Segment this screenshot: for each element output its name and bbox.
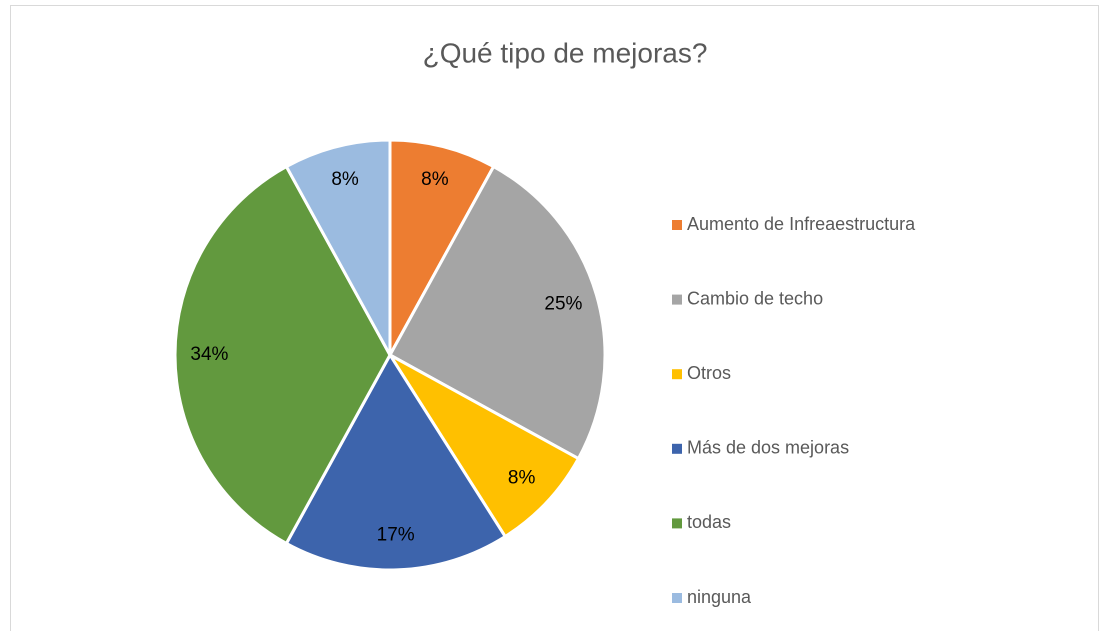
chart-title: ¿Qué tipo de mejoras? <box>423 37 708 68</box>
legend-swatch <box>672 369 682 380</box>
pie-slice <box>284 352 508 572</box>
data-label: 8% <box>421 169 449 190</box>
legend-swatch <box>672 294 682 305</box>
legend-label: ninguna <box>687 587 752 607</box>
legend-swatch <box>672 593 682 603</box>
pie-slice <box>388 353 581 539</box>
data-label: 17% <box>377 525 415 546</box>
legend-label: todas <box>687 512 731 532</box>
legend-swatch <box>672 443 682 454</box>
legend-label: Aumento de Infreaestructura <box>687 214 916 234</box>
legend-swatch <box>672 518 682 529</box>
pie-slice <box>387 164 607 461</box>
pie-slice <box>284 138 392 356</box>
legend-label: Otros <box>687 363 731 383</box>
legend-swatch <box>672 220 682 230</box>
legend-label: Más de dos mejoras <box>687 438 849 458</box>
data-label: 8% <box>508 468 536 489</box>
legend-label: Cambio de techo <box>687 288 823 308</box>
pie-slice <box>388 138 496 356</box>
pie-slice <box>173 164 392 546</box>
data-label: 25% <box>544 294 582 315</box>
data-label: 8% <box>331 169 359 190</box>
data-label: 34% <box>190 344 228 365</box>
